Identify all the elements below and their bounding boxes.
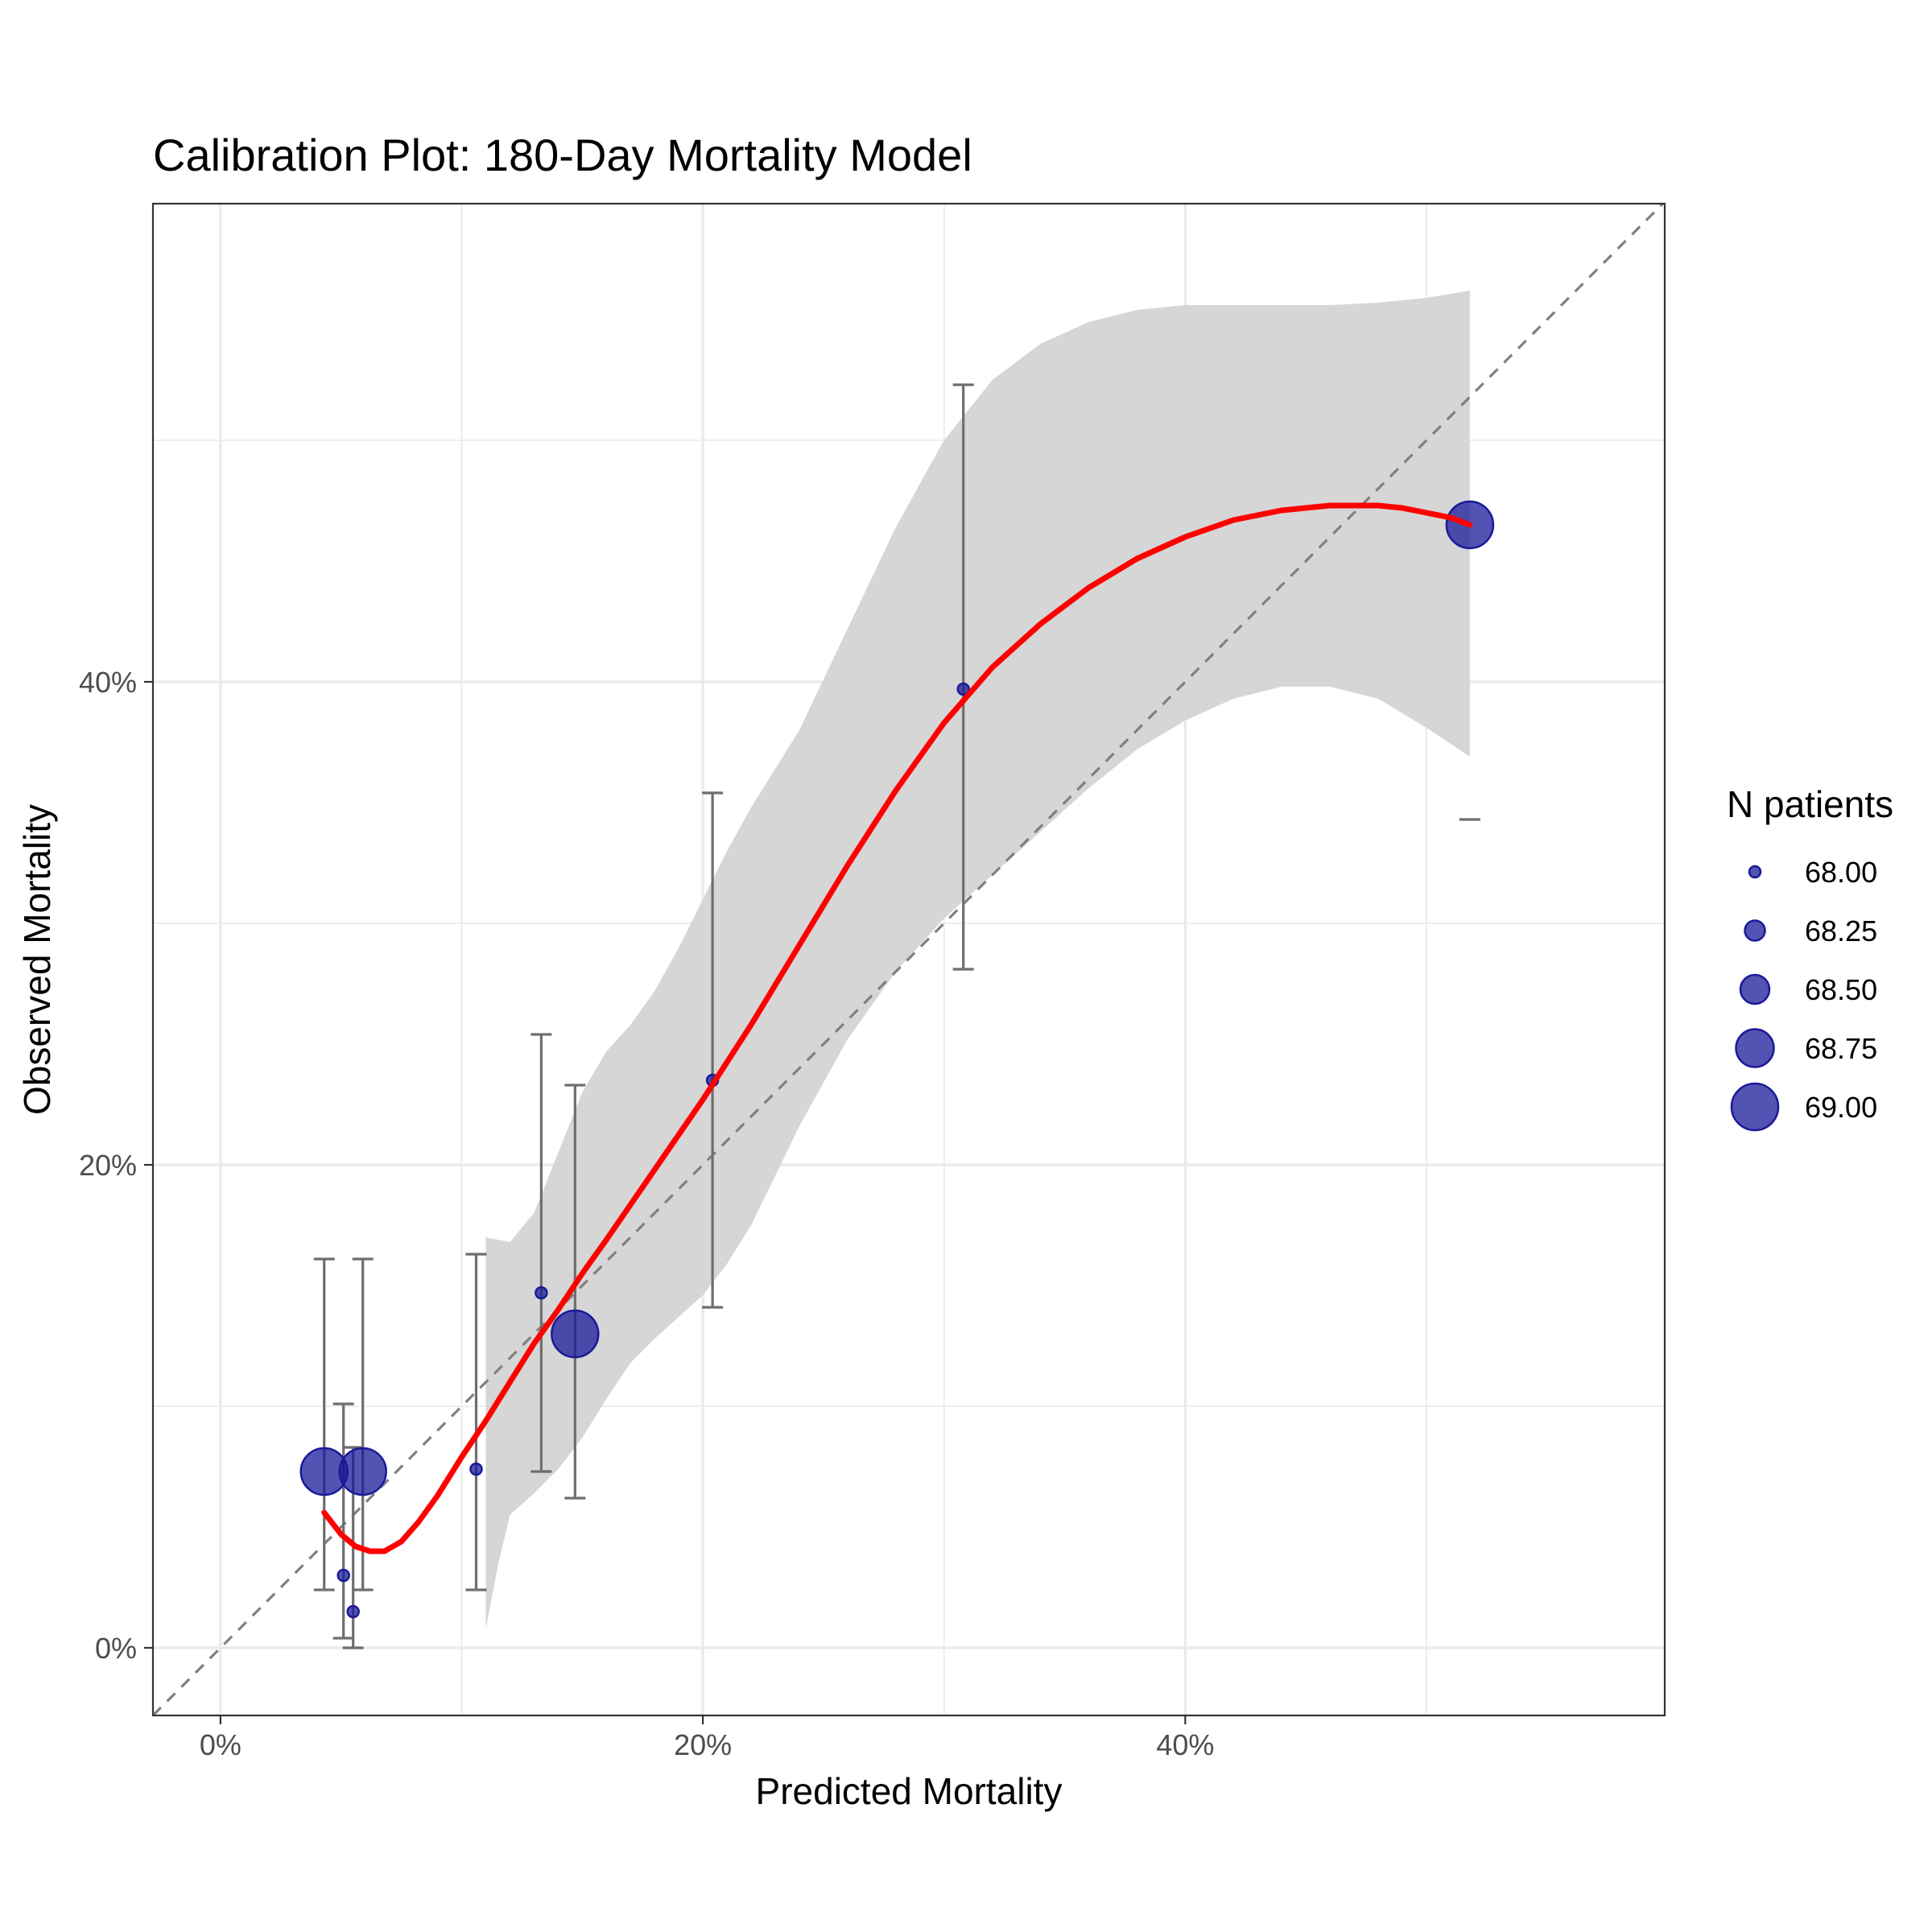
y-axis-ticks: 0% 20% 40% <box>79 666 153 1665</box>
legend-title: N patients <box>1727 783 1893 825</box>
x-tick-label: 20% <box>674 1728 732 1761</box>
x-axis-title: Predicted Mortality <box>756 1770 1063 1812</box>
confidence-band <box>485 291 1470 1629</box>
y-tick-label: 40% <box>79 666 137 699</box>
error-bars <box>313 383 1480 1649</box>
y-tick-label: 20% <box>79 1149 137 1182</box>
x-tick-label: 0% <box>200 1728 242 1761</box>
calibration-point <box>469 1462 483 1476</box>
legend-label: 68.75 <box>1805 1032 1877 1065</box>
legend-entries: 68.00 68.25 68.50 68.75 69.00 <box>1730 856 1877 1132</box>
calibration-point <box>551 1309 600 1359</box>
calibration-point <box>956 682 970 696</box>
loess-curve <box>321 502 1473 1554</box>
legend-label: 68.25 <box>1805 914 1877 947</box>
calibration-point <box>535 1286 548 1300</box>
reference-line <box>151 202 1664 1717</box>
legend-label: 68.00 <box>1805 856 1877 889</box>
legend-key <box>1744 919 1766 942</box>
plot-panel <box>151 202 1666 1717</box>
legend-label: 69.00 <box>1805 1091 1877 1124</box>
y-tick-label: 0% <box>95 1632 137 1665</box>
calibration-point <box>336 1568 350 1583</box>
legend-label: 68.50 <box>1805 973 1877 1006</box>
legend-key <box>1730 1082 1780 1132</box>
legend-key <box>1748 865 1762 879</box>
legend-key <box>1739 973 1771 1005</box>
chart-title: Calibration Plot: 180-Day Mortality Mode… <box>153 130 972 180</box>
confidence-band-area <box>485 291 1470 1629</box>
y-axis-title: Observed Mortality <box>16 804 58 1115</box>
calibration-point <box>346 1604 360 1619</box>
calibration-points <box>299 500 1495 1619</box>
calibration-point <box>338 1447 387 1496</box>
panel-border <box>151 202 1666 1717</box>
diagonal-reference-line <box>151 202 1664 1717</box>
x-axis-ticks: 0% 20% 40% <box>200 1715 1214 1761</box>
legend: N patients 68.00 68.25 68.50 68.75 69.00 <box>1727 783 1893 1132</box>
smooth-curve <box>321 502 1473 1554</box>
x-tick-label: 40% <box>1156 1728 1214 1761</box>
legend-key <box>1735 1028 1775 1068</box>
